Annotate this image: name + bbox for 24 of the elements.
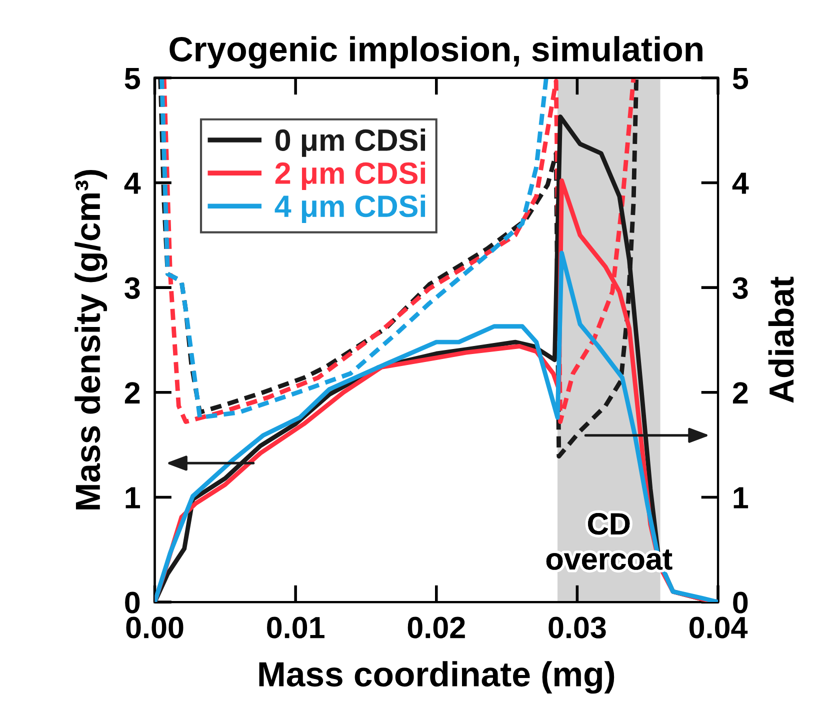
y-axis-title: Mass density (g/cm³) — [74, 170, 108, 510]
y-tick-label: 3 — [124, 277, 140, 299]
y2-tick-label: 1 — [734, 487, 748, 508]
legend-label: 2 μm CDSi — [275, 162, 426, 190]
legend-label: 0 μm CDSi — [276, 128, 426, 157]
y-tick-label: 1 — [126, 487, 140, 508]
legend-label: 4 μm CDSi — [274, 194, 426, 224]
x-tick-label: 0.00 — [126, 616, 184, 638]
y2-axis-title: Adiabat — [768, 276, 794, 403]
y2-tick-label: 2 — [732, 382, 748, 404]
x-tick-label: 0.01 — [267, 616, 324, 638]
y2-tick-label: 0 — [733, 592, 748, 614]
x-axis-title: Mass coordinate (mg) — [259, 661, 614, 694]
y-tick-label: 4 — [124, 172, 141, 194]
y-tick-label: 2 — [124, 382, 140, 404]
y-tick-label: 0 — [125, 592, 140, 614]
y2-tick-label: 4 — [732, 172, 749, 194]
y2-tick-label: 3 — [732, 277, 748, 299]
x-tick-label: 0.03 — [548, 616, 606, 638]
y-tick-label: 5 — [124, 68, 140, 90]
y2-tick-label: 5 — [732, 68, 748, 90]
x-tick-label: 0.04 — [689, 616, 748, 638]
chart-title: Cryogenic implosion, simulation — [170, 36, 702, 69]
x-tick-label: 0.02 — [408, 616, 465, 638]
